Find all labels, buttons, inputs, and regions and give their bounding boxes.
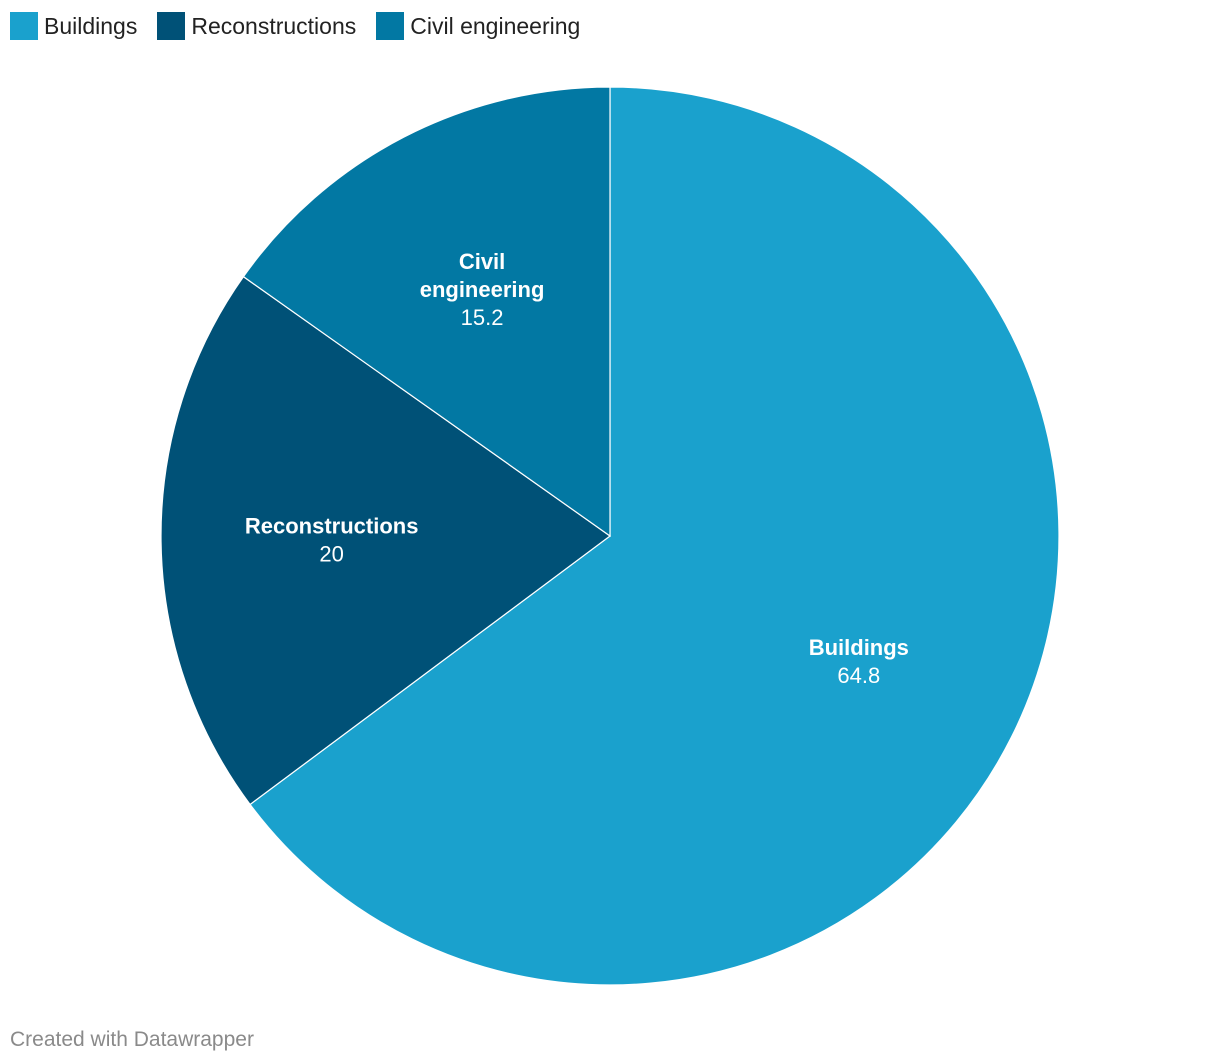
slice-value-label-civil-engineering: 15.2: [461, 305, 504, 330]
legend-swatch-civil-engineering: [376, 12, 405, 40]
legend-swatch-reconstructions: [157, 12, 186, 40]
legend-swatch-buildings: [10, 12, 38, 40]
pie-slice-civil-engineering: [242, 86, 611, 538]
legend-item-reconstructions: Reconstructions: [157, 12, 356, 40]
pie-slice-reconstructions: [160, 275, 612, 806]
slice-name-label-reconstructions: Reconstructions: [245, 513, 419, 538]
pie-chart: Buildings 64.8 Reconstructions 20 Civil engin…: [160, 86, 1060, 986]
pie-slice-buildings: [249, 86, 1060, 986]
chart-legend: Buildings Reconstructions Civil engineer…: [10, 12, 580, 40]
slice-name-label-civil-engineering-line-2: engineering: [420, 277, 545, 302]
legend-label-reconstructions: Reconstructions: [191, 12, 357, 39]
legend-item-buildings: Buildings: [10, 12, 137, 40]
slice-value-label-reconstructions: 20: [319, 541, 343, 566]
legend-label-civil-engineering: Civil engineering: [410, 12, 581, 39]
legend-item-civil-engineering: Civil engineering: [376, 12, 580, 40]
slice-name-label-buildings: Buildings: [809, 635, 909, 660]
datawrapper-credit: Created with Datawrapper: [10, 1028, 254, 1051]
slice-value-label-buildings: 64.8: [837, 663, 880, 688]
legend-label-buildings: Buildings: [44, 12, 138, 39]
slice-name-label-civil-engineering-line-1: Civil: [459, 249, 505, 274]
